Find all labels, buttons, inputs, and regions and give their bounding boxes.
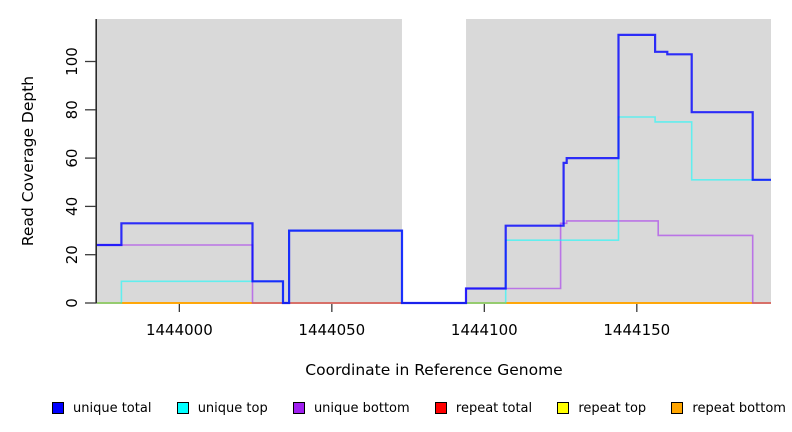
legend-item-repeat_total: repeat total xyxy=(434,400,533,416)
y-axis-title: Read Coverage Depth xyxy=(19,75,37,247)
y-tick-label: 20 xyxy=(63,245,81,264)
y-tick-label: 80 xyxy=(63,100,81,119)
legend-swatch-repeat_bottom xyxy=(671,402,684,414)
y-tick-label: 0 xyxy=(63,298,81,308)
legend-label-repeat_bottom: repeat bottom xyxy=(692,400,786,416)
x-tick-label: 1444100 xyxy=(451,321,518,339)
series-unique_total xyxy=(97,33,771,305)
legend-label-repeat_total: repeat total xyxy=(455,400,533,416)
x-axis-title: Coordinate in Reference Genome xyxy=(305,361,563,379)
legend-label-repeat_top: repeat top xyxy=(578,400,647,416)
legend-item-unique_top: unique top xyxy=(176,400,268,416)
legend-item-repeat_bottom: repeat bottom xyxy=(671,401,786,416)
legend-label-unique_total: unique total xyxy=(73,400,152,416)
legend-item-unique_bottom: unique bottom xyxy=(292,400,410,416)
legend-swatch-unique_top xyxy=(176,402,189,414)
y-tick-label: 100 xyxy=(63,47,81,76)
y-tick-label: 40 xyxy=(63,197,81,216)
legend-swatch-repeat_top xyxy=(557,402,570,414)
y-tick-label: 60 xyxy=(63,149,81,168)
legend-label-unique_top: unique top xyxy=(197,400,268,416)
x-tick-label: 1444000 xyxy=(146,321,213,339)
legend-label-unique_bottom: unique bottom xyxy=(313,400,410,416)
legend-swatch-unique_total xyxy=(52,402,64,414)
shaded-region xyxy=(97,19,402,303)
legend-item-repeat_top: repeat top xyxy=(557,401,646,416)
legend: unique total unique top unique bottom repea… xyxy=(52,398,786,418)
legend-swatch-unique_bottom xyxy=(292,402,305,414)
legend-item-unique_total: unique total xyxy=(52,401,151,416)
legend-swatch-repeat_total xyxy=(434,402,447,414)
x-tick-label: 1444050 xyxy=(298,321,365,339)
x-tick-label: 1444150 xyxy=(603,321,670,339)
